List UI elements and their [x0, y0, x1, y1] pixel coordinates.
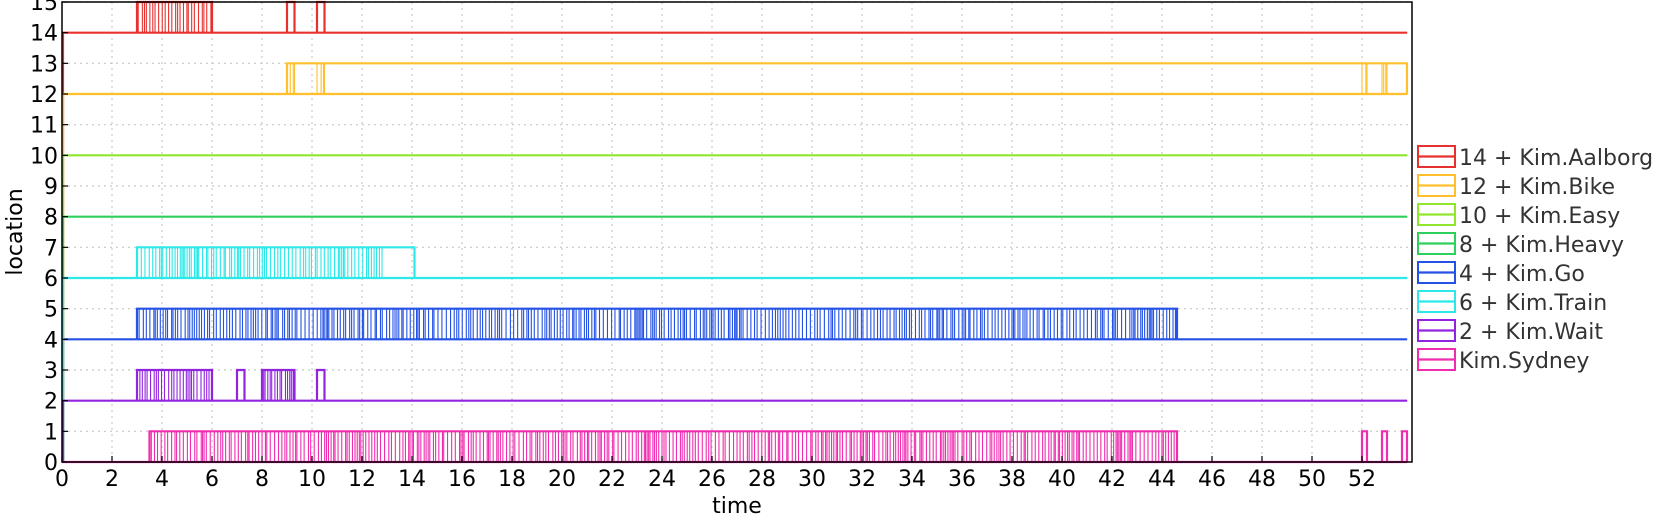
- x-tick-label: 50: [1298, 467, 1326, 492]
- series-pulse: [135, 307, 1179, 340]
- y-tick-label: 0: [44, 451, 58, 476]
- y-tick-label: 10: [30, 144, 58, 169]
- x-tick-label: 20: [548, 467, 576, 492]
- series-pulse: [1380, 430, 1389, 462]
- x-tick-label: 26: [698, 467, 726, 492]
- legend: 14 + Kim.Aalborg 12 + Kim.Bike 10 + Kim.Ea…: [1417, 145, 1653, 374]
- legend-item: 6 + Kim.Train: [1417, 290, 1607, 316]
- y-tick-label: 5: [44, 298, 58, 323]
- series-pulse: [315, 368, 326, 401]
- series-pulse: [235, 368, 246, 401]
- x-tick-label: 6: [205, 467, 219, 492]
- legend-label: Kim.Sydney: [1459, 349, 1589, 374]
- series-2-kim-wait: [61, 368, 1407, 462]
- x-tick-label: 42: [1098, 467, 1126, 492]
- series-pulse: [285, 62, 1409, 94]
- legend-item: 8 + Kim.Heavy: [1417, 232, 1624, 258]
- series-12-kim-bike: [61, 62, 1409, 462]
- series-4-kim-go: [61, 307, 1407, 462]
- y-tick-label: 4: [44, 328, 58, 353]
- legend-label: 14 + Kim.Aalborg: [1459, 146, 1653, 171]
- y-axis-label: location: [3, 188, 28, 275]
- series-pulse: [1360, 430, 1369, 462]
- series-pulse: [135, 246, 416, 278]
- y-tick-label: 11: [30, 114, 58, 139]
- x-tick-label: 38: [998, 467, 1026, 492]
- legend-item: 14 + Kim.Aalborg: [1417, 145, 1653, 171]
- x-tick-label: 32: [848, 467, 876, 492]
- x-tick-label: 46: [1198, 467, 1226, 492]
- legend-item: Kim.Sydney: [1417, 348, 1589, 374]
- legend-label: 8 + Kim.Heavy: [1459, 233, 1624, 258]
- x-tick-label: 36: [948, 467, 976, 492]
- x-tick-label: 14: [398, 467, 426, 492]
- x-tick-label: 34: [898, 467, 926, 492]
- x-tick-label: 18: [498, 467, 526, 492]
- y-tick-label: 12: [30, 83, 58, 108]
- series-6-kim-train: [61, 246, 1407, 462]
- x-tick-label: 8: [255, 467, 269, 492]
- x-tick-label: 0: [55, 467, 69, 492]
- x-tick-label: 28: [748, 467, 776, 492]
- grid-layer: [62, 1, 1412, 462]
- y-tick-label: 8: [44, 206, 58, 231]
- series-pulse: [135, 0, 214, 33]
- x-tick-label: 16: [448, 467, 476, 492]
- series-pulse: [1400, 430, 1409, 462]
- series-layer: [61, 0, 1409, 464]
- y-tick-label: 7: [44, 236, 58, 261]
- x-tick-label: 30: [798, 467, 826, 492]
- x-tick-label: 22: [598, 467, 626, 492]
- tick-layer: 0 2 4 6 8 10 12 14 16 18 20 22 24 26 28 30 32 34 36 38 40 42 4…: [30, 0, 1376, 492]
- x-tick-label: 40: [1048, 467, 1076, 492]
- plot-frame: [61, 1, 1413, 463]
- y-tick-label: 2: [44, 390, 58, 415]
- legend-label: 12 + Kim.Bike: [1459, 175, 1615, 200]
- x-tick-label: 4: [155, 467, 169, 492]
- legend-label: 6 + Kim.Train: [1459, 291, 1607, 316]
- y-tick-label: 13: [30, 52, 58, 77]
- x-tick-label: 12: [348, 467, 376, 492]
- y-tick-label: 6: [44, 267, 58, 292]
- legend-item: 2 + Kim.Wait: [1417, 319, 1603, 345]
- x-tick-label: 44: [1148, 467, 1176, 492]
- legend-label: 10 + Kim.Easy: [1459, 204, 1620, 229]
- legend-item: 4 + Kim.Go: [1417, 261, 1585, 287]
- y-tick-label: 9: [44, 175, 58, 200]
- legend-label: 2 + Kim.Wait: [1459, 320, 1603, 345]
- x-tick-label: 10: [298, 467, 326, 492]
- y-tick-label: 15: [30, 0, 58, 16]
- y-tick-label: 14: [30, 22, 58, 47]
- x-axis-label: time: [712, 494, 762, 519]
- legend-item: 12 + Kim.Bike: [1417, 174, 1615, 200]
- series-pulse: [285, 0, 296, 33]
- x-tick-label: 24: [648, 467, 676, 492]
- x-tick-label: 52: [1348, 467, 1376, 492]
- legend-item: 10 + Kim.Easy: [1417, 203, 1620, 229]
- x-tick-label: 2: [105, 467, 119, 492]
- y-tick-label: 3: [44, 359, 58, 384]
- y-tick-label: 1: [44, 420, 58, 445]
- legend-label: 4 + Kim.Go: [1459, 262, 1585, 287]
- x-tick-label: 48: [1248, 467, 1276, 492]
- series-pulse: [315, 0, 326, 33]
- series-kim-sydney: [62, 430, 1409, 464]
